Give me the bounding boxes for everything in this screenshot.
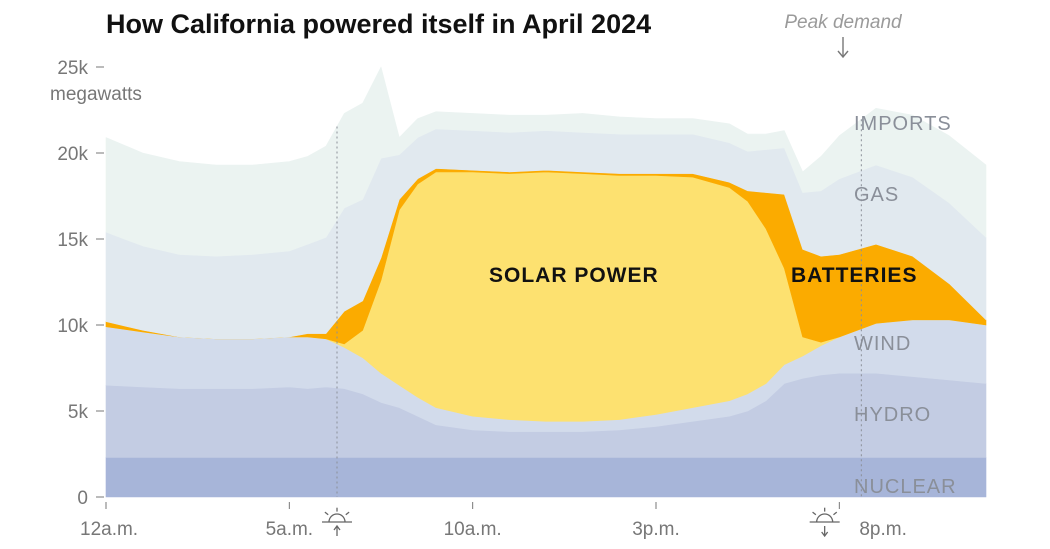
- y-tick-label: 15k: [57, 230, 88, 251]
- y-tick-label: 0: [77, 488, 88, 509]
- peak-demand-arrow-icon: [837, 37, 849, 59]
- x-tick-label: 10a.m.: [444, 519, 502, 540]
- y-unit-label: megawatts: [50, 84, 142, 105]
- y-tick-label: 25k: [57, 58, 88, 79]
- x-tick-label: 12a.m.: [80, 519, 138, 540]
- x-tick-label: 3p.m.: [632, 519, 680, 540]
- label-nuclear: NUCLEAR: [854, 476, 957, 498]
- label-wind: WIND: [854, 333, 911, 355]
- label-solar: SOLAR POWER: [489, 264, 659, 287]
- axis-group: 0 5k 10k 15k 20k 25k 12a.m. 5a.m. 10a.m. 3p.m. 8p.…: [57, 58, 907, 540]
- y-tick-label: 5k: [68, 402, 89, 423]
- chart-title: How California powered itself in April 2…: [106, 9, 651, 39]
- sunrise-icon: [322, 507, 352, 536]
- label-batteries: BATTERIES: [791, 264, 917, 287]
- sunset-icon: [809, 507, 840, 538]
- area-imports: [105, 66, 987, 257]
- x-tick-label: 5a.m.: [266, 519, 314, 540]
- y-tick-label: 10k: [57, 316, 88, 337]
- label-hydro: HYDRO: [854, 404, 931, 426]
- label-imports: IMPORTS: [854, 113, 952, 135]
- peak-demand-annotation: Peak demand: [784, 12, 903, 33]
- label-gas: GAS: [854, 184, 899, 206]
- x-tick-label: 8p.m.: [859, 519, 907, 540]
- y-tick-label: 20k: [57, 144, 88, 165]
- stacked-areas: [105, 66, 987, 498]
